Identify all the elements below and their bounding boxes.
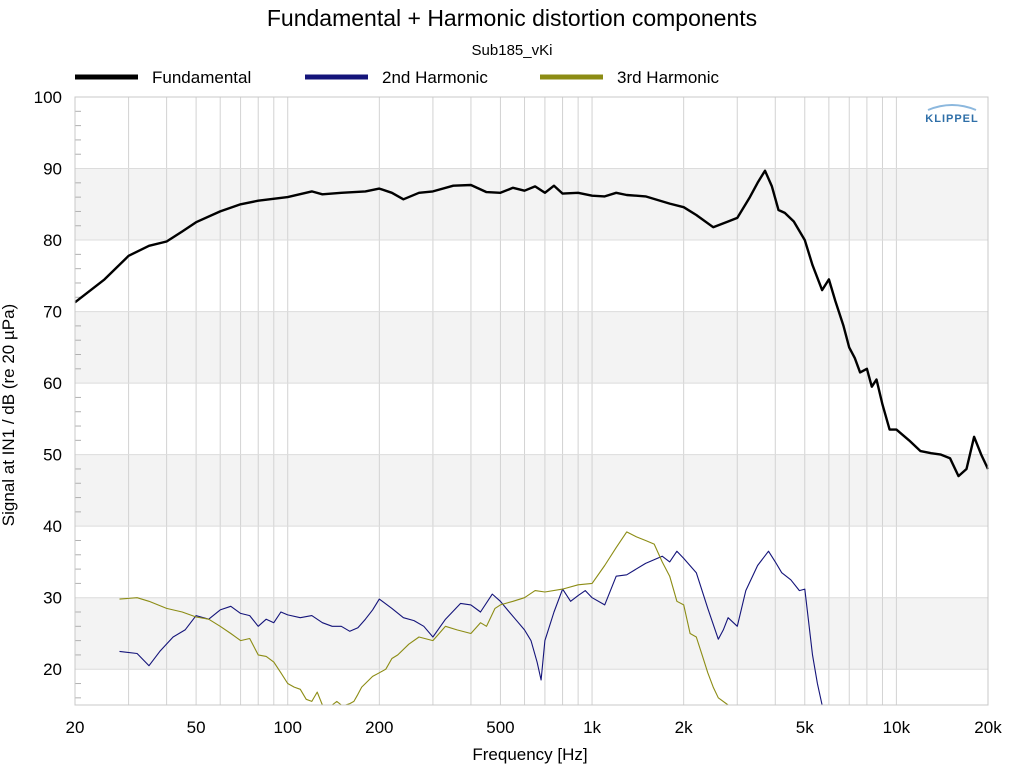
y-tick-label: 20 — [43, 660, 62, 679]
x-tick-label: 50 — [187, 718, 206, 737]
x-tick-label: 500 — [486, 718, 514, 737]
klippel-logo: KLIPPEL — [925, 104, 978, 125]
series-line-fundamental — [74, 169, 990, 478]
x-axis-label: Frequency [Hz] — [472, 745, 587, 764]
y-tick-label: 60 — [43, 374, 62, 393]
y-tick-label: 90 — [43, 160, 62, 179]
legend-item-fundamental: Fundamental — [75, 68, 251, 87]
series-line-2nd-harmonic — [119, 550, 829, 706]
y-axis: 20 30 40 50 60 70 80 90 100 — [34, 88, 62, 679]
x-tick-label: 10k — [883, 718, 911, 737]
shaded-band — [75, 454, 988, 527]
shaded-band — [75, 311, 988, 384]
legend-label: 2nd Harmonic — [382, 68, 488, 87]
y-tick-label: 80 — [43, 231, 62, 250]
y-tick-label: 100 — [34, 88, 62, 107]
shaded-band — [75, 168, 988, 241]
x-tick-label: 1k — [583, 718, 601, 737]
y-tick-label: 30 — [43, 589, 62, 608]
x-axis: 20 50 100 200 500 1k 2k 5k 10k 20k — [66, 718, 1003, 737]
logo-arc-icon — [927, 104, 977, 111]
series-layer — [74, 169, 990, 706]
logo-text: KLIPPEL — [925, 113, 978, 125]
y-tick-label: 50 — [43, 446, 62, 465]
legend: Fundamental 2nd Harmonic 3rd Harmonic — [75, 68, 720, 87]
chart-subtitle: Sub185_vKi — [472, 42, 553, 59]
legend-item-2nd-harmonic: 2nd Harmonic — [305, 68, 488, 87]
plot-frame — [74, 96, 989, 706]
x-tick-label: 2k — [675, 718, 693, 737]
legend-item-3rd-harmonic: 3rd Harmonic — [540, 68, 720, 87]
x-tick-label: 200 — [365, 718, 393, 737]
grid — [75, 97, 988, 705]
chart-title: Fundamental + Harmonic distortion compon… — [267, 5, 757, 31]
x-tick-label: 20 — [66, 718, 85, 737]
x-tick-label: 100 — [274, 718, 302, 737]
legend-label: Fundamental — [152, 68, 251, 87]
y-axis-label: Signal at IN1 / dB (re 20 µPa) — [0, 304, 18, 526]
plot-background — [75, 168, 988, 670]
x-tick-label: 20k — [974, 718, 1002, 737]
shaded-band — [75, 597, 988, 670]
y-tick-label: 40 — [43, 517, 62, 536]
y-tick-label: 70 — [43, 303, 62, 322]
legend-label: 3rd Harmonic — [617, 68, 720, 87]
series-line-3rd-harmonic — [119, 531, 758, 706]
x-tick-label: 5k — [796, 718, 814, 737]
